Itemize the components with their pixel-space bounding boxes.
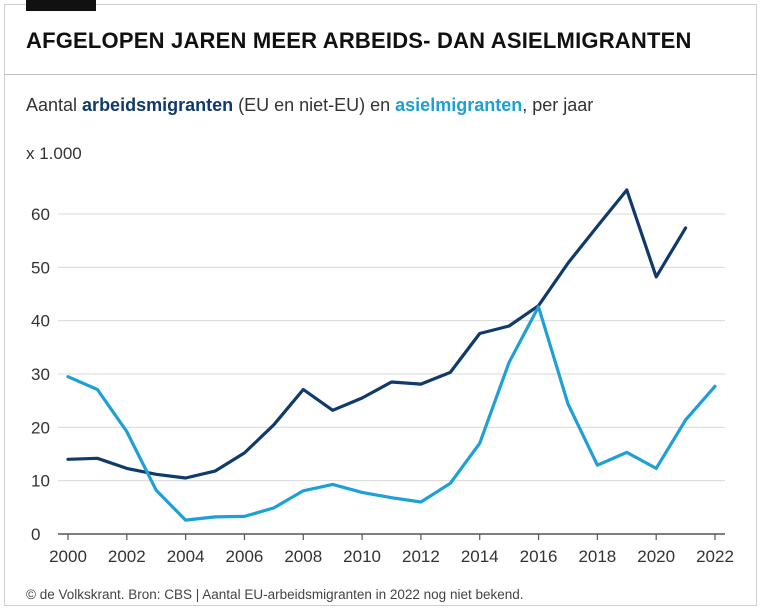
series-line-arbeid (66, 188, 688, 480)
x-tick-label: 2004 (167, 547, 205, 566)
x-tick-label: 2018 (578, 547, 616, 566)
y-tick-label: 0 (31, 525, 40, 544)
title-divider (4, 74, 757, 75)
chart-title: AFGELOPEN JAREN MEER ARBEIDS- DAN ASIELM… (26, 28, 692, 53)
gridlines (58, 213, 725, 482)
x-tick-label: 2016 (520, 547, 558, 566)
series-line-asiel (66, 305, 717, 522)
x-tick-label: 2006 (226, 547, 264, 566)
source-footnote: © de Volkskrant. Bron: CBS | Aantal EU-a… (26, 587, 524, 602)
x-tick-label: 2002 (108, 547, 146, 566)
y-tick-label: 20 (31, 418, 50, 437)
chart-frame (4, 4, 757, 606)
series-lines (66, 188, 717, 522)
x-tick-label: 2022 (696, 547, 734, 566)
x-tick-label: 2012 (402, 547, 440, 566)
subtitle-series-asiel: asielmigranten (395, 95, 523, 115)
y-tick-label: 40 (31, 312, 50, 331)
x-tick-label: 2008 (284, 547, 322, 566)
y-unit-label: x 1.000 (26, 144, 82, 163)
y-tick-label: 60 (31, 205, 50, 224)
chart-subtitle: Aantal arbeidsmigranten (EU en niet-EU) … (26, 95, 593, 116)
subtitle-suffix: , per jaar (522, 95, 594, 115)
axes (58, 533, 725, 540)
subtitle-series-arbeid: arbeidsmigranten (82, 95, 234, 115)
x-tick-label: 2000 (49, 547, 87, 566)
x-tick-label: 2014 (461, 547, 499, 566)
y-tick-label: 30 (31, 365, 50, 384)
subtitle-prefix: Aantal (26, 95, 83, 115)
x-tick-label: 2010 (343, 547, 381, 566)
y-tick-label: 10 (31, 472, 50, 491)
x-tick-label: 2020 (637, 547, 675, 566)
tick-labels: 0 10 20 30 40 50 60 2000 2002 2004 2006 2008 2010 201… (31, 205, 734, 566)
y-tick-label: 50 (31, 258, 50, 277)
subtitle-middle: (EU en niet-EU) en (233, 95, 396, 115)
top-accent-bar (26, 0, 96, 11)
